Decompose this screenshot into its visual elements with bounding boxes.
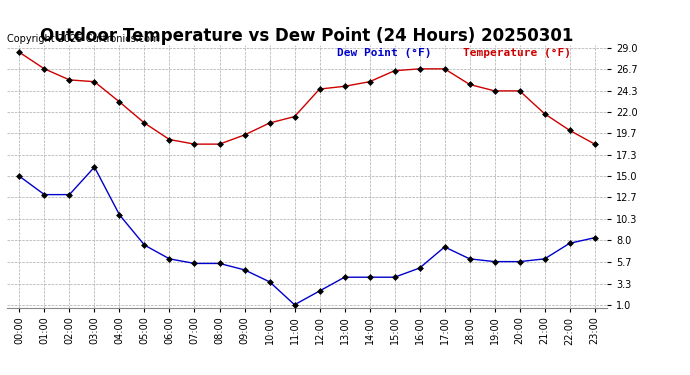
Text: Copyright 2025 Curtronics.com: Copyright 2025 Curtronics.com (7, 34, 159, 44)
Text: Temperature (°F): Temperature (°F) (463, 48, 571, 58)
Text: Dew Point (°F): Dew Point (°F) (337, 48, 431, 58)
Title: Outdoor Temperature vs Dew Point (24 Hours) 20250301: Outdoor Temperature vs Dew Point (24 Hou… (40, 27, 574, 45)
